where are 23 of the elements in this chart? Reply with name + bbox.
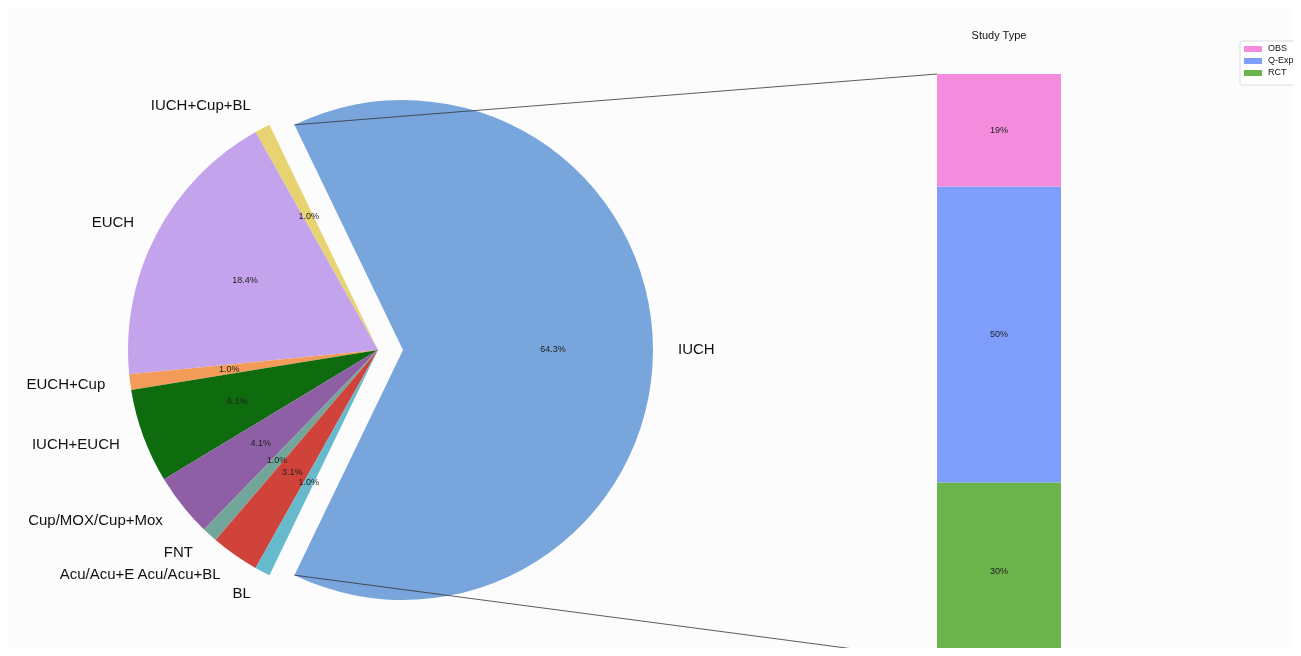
data-label: 50% (989, 328, 1009, 339)
data-label: 19% (989, 124, 1009, 135)
slice-label: EUCH (91, 212, 135, 230)
data-label: 6.1% (226, 396, 248, 407)
data-label: 30% (989, 565, 1009, 576)
slice-label: FNT (163, 543, 193, 561)
slice-label: Cup/MOX/Cup+Mox (28, 511, 164, 529)
data-label: 1.0% (298, 211, 319, 222)
data-label: 4.1% (250, 437, 271, 448)
legend-label: RCT (1268, 67, 1287, 78)
slice-label: IUCH+Cup+BL (150, 96, 251, 114)
legend-label: Q-Exp (1268, 55, 1294, 66)
legend-label: OBS (1268, 43, 1288, 54)
slice-label: EUCH+Cup (26, 375, 106, 393)
slice-label: IUCH (678, 339, 715, 357)
data-label: 3.1% (281, 467, 303, 478)
chart-title: Study Type (971, 28, 1027, 41)
data-label: 1.0% (218, 363, 240, 374)
slice-label: IUCH+EUCH (31, 434, 120, 452)
data-label: 18.4% (232, 275, 258, 286)
slice-label: BL (232, 583, 251, 601)
data-label: 64.3% (540, 344, 566, 355)
slice-label: Acu/Acu+E Acu/Acu+BL (59, 565, 221, 583)
